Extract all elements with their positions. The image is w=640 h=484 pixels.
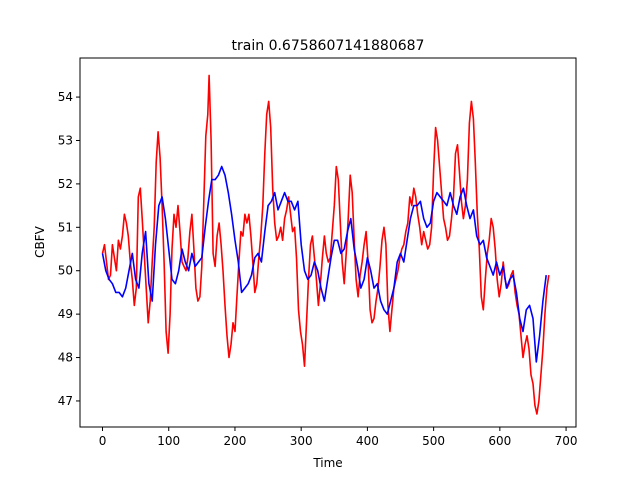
series-line-2	[101, 165, 547, 363]
series-layer	[101, 74, 550, 415]
y-tick-label: 54	[58, 90, 73, 104]
x-tick-label: 400	[356, 434, 379, 448]
x-axis: 0 100 200 300 400 500 600 700	[99, 427, 578, 448]
plot-frame	[79, 57, 577, 428]
y-tick-label: 50	[58, 264, 73, 278]
y-tick-label: 49	[58, 307, 73, 321]
x-tick-label: 0	[99, 434, 107, 448]
y-tick-label: 48	[58, 351, 73, 365]
x-tick-label: 600	[488, 434, 511, 448]
y-axis-label: CBFV	[33, 225, 47, 258]
x-tick-label: 200	[224, 434, 247, 448]
x-tick-label: 700	[555, 434, 578, 448]
plot-area: 0 100 200 300 400 500 600 700 47 48 49 50 51 52 53 54	[58, 57, 578, 448]
x-tick-label: 500	[422, 434, 445, 448]
y-tick-label: 53	[58, 133, 73, 147]
y-tick-label: 47	[58, 394, 73, 408]
series-line-1	[101, 74, 550, 415]
y-tick-label: 52	[58, 177, 73, 191]
chart-title: train 0.6758607141880687	[232, 38, 425, 54]
y-tick-label: 51	[58, 220, 73, 234]
x-axis-label: Time	[312, 456, 342, 470]
x-tick-label: 100	[157, 434, 180, 448]
y-axis: 47 48 49 50 51 52 53 54	[58, 90, 80, 408]
x-tick-label: 300	[290, 434, 313, 448]
